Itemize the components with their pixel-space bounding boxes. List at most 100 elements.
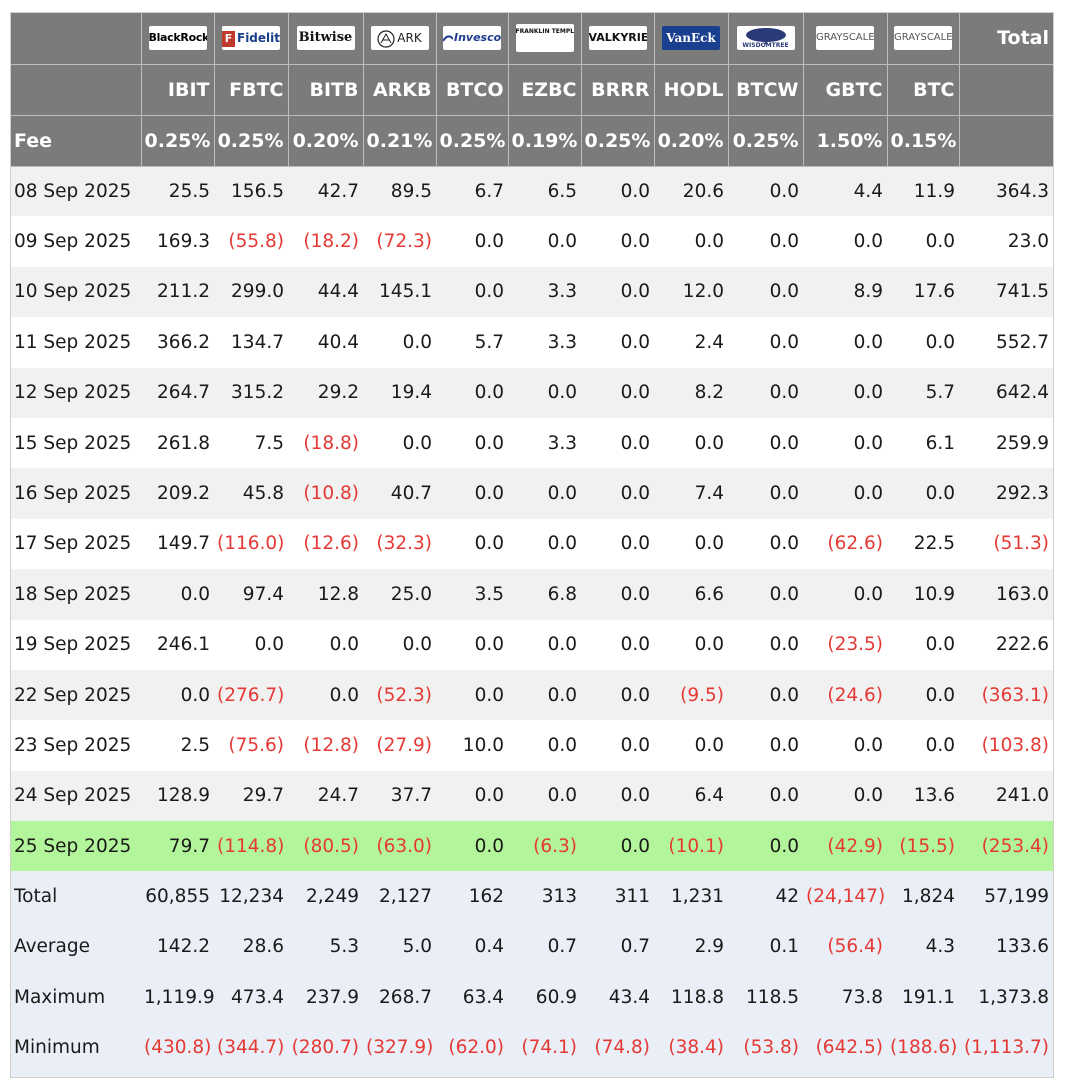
fee-value: 0.20% [288, 115, 364, 167]
flow-cell: 0.0 [654, 216, 728, 267]
flow-cell: 246.1 [141, 619, 214, 670]
table-row: 09 Sep 2025 169.3 (55.8) (18.2) (72.3) 0.0 0.0… [11, 216, 1053, 267]
flow-cell: 128.9 [141, 770, 214, 822]
flow-cell: (75.6) [214, 720, 288, 771]
summary-row: Minimum (430.8) (344.7) (280.7) (327.9) (62.0… [11, 1022, 1053, 1073]
flow-cell: 17.6 [887, 266, 959, 318]
flow-cell: (9.5) [654, 669, 728, 721]
flow-cell: 299.0 [214, 266, 288, 318]
flow-cell: 10.9 [887, 569, 959, 620]
row-total-cell: 741.5 [959, 266, 1053, 318]
flow-cell: 0.0 [363, 417, 436, 469]
table-header: BlackRock FFidelity Bitwise ARK Invesco FRANK… [11, 13, 1053, 167]
summary-cell: 162 [436, 871, 508, 922]
flow-cell: 0.0 [581, 821, 654, 872]
fee-value: 0.15% [887, 115, 960, 167]
flow-cell: 0.0 [288, 669, 363, 721]
row-date: 16 Sep 2025 [11, 468, 141, 519]
logo-cell: Bitwise [288, 13, 364, 65]
summary-cell: 73.8 [803, 972, 887, 1023]
row-date: 18 Sep 2025 [11, 569, 141, 620]
ticker-header: BTCW [728, 64, 804, 116]
total-column-header: Total [959, 13, 1053, 65]
flow-cell: 0.0 [141, 669, 214, 721]
summary-cell: (74.8) [581, 1022, 654, 1073]
flow-cell: 0.0 [728, 569, 803, 620]
logo-cell: FRANKLIN TEMPLETON [508, 13, 582, 65]
summary-cell: 473.4 [214, 972, 288, 1023]
flow-cell: 0.0 [581, 770, 654, 822]
wisdomtree-tree-icon [745, 28, 786, 45]
empty-header-cell [11, 64, 142, 116]
flow-cell: 97.4 [214, 569, 288, 620]
flow-cell: 0.0 [141, 569, 214, 620]
table-row: 12 Sep 2025 264.7 315.2 29.2 19.4 0.0 0.0 0.0 8.… [11, 367, 1053, 418]
flow-cell: 0.0 [803, 317, 887, 368]
ticker-header: EZBC [508, 64, 582, 116]
flow-cell: 6.5 [508, 166, 581, 217]
table-row: 24 Sep 2025 128.9 29.7 24.7 37.7 0.0 0.0 0.0 6.4… [11, 770, 1053, 822]
summary-cell: 63.4 [436, 972, 508, 1023]
summary-cell: 0.7 [581, 921, 654, 973]
valkyrie-logo-text: VALKYRIE [588, 31, 647, 45]
ark-invest-logo-text: ARK [397, 31, 422, 46]
table-row: 18 Sep 2025 0.0 97.4 12.8 25.0 3.5 6.8 0.0 6.6 0.… [11, 569, 1053, 620]
row-date: 24 Sep 2025 [11, 770, 141, 822]
flow-cell: 0.0 [214, 619, 288, 670]
flow-cell: 0.0 [436, 821, 508, 872]
flow-cell: 145.1 [363, 266, 436, 318]
row-date: 15 Sep 2025 [11, 417, 141, 469]
flow-cell: 0.0 [581, 518, 654, 570]
summary-cell: (280.7) [288, 1022, 363, 1073]
flow-cell: (23.5) [803, 619, 887, 670]
summary-cell: (56.4) [803, 921, 887, 973]
logo-cell: GRAYSCALE [887, 13, 960, 65]
summary-cell: 191.1 [887, 972, 959, 1023]
fee-value: 0.21% [363, 115, 437, 167]
flow-cell: 0.0 [436, 367, 508, 418]
fidelity-logo-text: Fidelity [237, 31, 280, 46]
flow-cell: (52.3) [363, 669, 436, 721]
valkyrie-logo: VALKYRIE [588, 26, 647, 51]
logo-cell: BlackRock [141, 13, 215, 65]
summary-cell: 43.4 [581, 972, 654, 1023]
flow-cell: 22.5 [887, 518, 959, 570]
row-total-cell: 23.0 [959, 216, 1053, 267]
flow-cell: 0.0 [728, 821, 803, 872]
summary-cell: 133.6 [959, 921, 1053, 973]
row-total-cell: (253.4) [959, 821, 1053, 872]
summary-cell: 2,127 [363, 871, 436, 922]
summary-cell: 313 [508, 871, 581, 922]
flow-cell: 7.5 [214, 417, 288, 469]
flow-cell: 40.7 [363, 468, 436, 519]
row-date: 19 Sep 2025 [11, 619, 141, 670]
flow-cell: 6.1 [887, 417, 959, 469]
flow-cell: (114.8) [214, 821, 288, 872]
table-row: 16 Sep 2025 209.2 45.8 (10.8) 40.7 0.0 0.0 0.0 7… [11, 468, 1053, 519]
fidelity-f-icon: F [222, 30, 235, 47]
vaneck-logo-text: VanEck [666, 31, 716, 46]
flow-cell: 0.0 [728, 468, 803, 519]
summary-cell: 4.3 [887, 921, 959, 973]
flow-cell: 13.6 [887, 770, 959, 822]
row-date: 25 Sep 2025 [11, 821, 141, 872]
row-total-cell: 222.6 [959, 619, 1053, 670]
flow-cell: (18.8) [288, 417, 363, 469]
flow-cell: 3.3 [508, 317, 581, 368]
flow-cell: 89.5 [363, 166, 436, 217]
flow-cell: 44.4 [288, 266, 363, 318]
summary-cell: (1,113.7) [959, 1022, 1053, 1073]
row-total-cell: 364.3 [959, 166, 1053, 217]
flow-cell: 0.0 [728, 518, 803, 570]
row-total-cell: (363.1) [959, 669, 1053, 721]
summary-cell: 2,249 [288, 871, 363, 922]
flow-cell: 6.6 [654, 569, 728, 620]
flow-cell: (15.5) [887, 821, 959, 872]
summary-row: Total 60,855 12,234 2,249 2,127 162 313 311 1,23… [11, 871, 1053, 922]
flow-cell: 0.0 [508, 518, 581, 570]
flow-cell: (24.6) [803, 669, 887, 721]
flow-cell: 40.4 [288, 317, 363, 368]
summary-cell: (344.7) [214, 1022, 288, 1073]
flow-cell: 25.0 [363, 569, 436, 620]
flow-cell: (72.3) [363, 216, 436, 267]
